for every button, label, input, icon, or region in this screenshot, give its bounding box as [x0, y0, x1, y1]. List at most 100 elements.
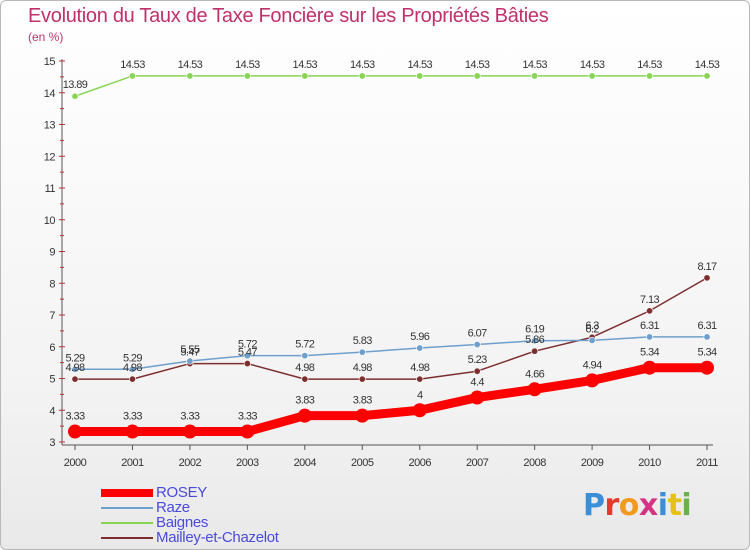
data-label-rosey: 3.83 — [295, 395, 314, 407]
data-point-rosey — [68, 424, 82, 439]
y-tick-label: 6 — [49, 342, 55, 354]
data-point-baignes — [588, 72, 596, 80]
data-point-raze — [186, 357, 194, 365]
data-label-rosey: 3.33 — [65, 411, 84, 423]
logo-letter: x — [638, 488, 658, 523]
data-label-baignes: 14.53 — [350, 59, 375, 71]
y-axis-unit: (en %) — [28, 30, 64, 44]
data-point-mailley-et-chazelot — [301, 375, 309, 383]
logo-letter: o — [618, 488, 640, 523]
x-tick-label: 2004 — [294, 457, 317, 469]
legend-swatch-mailley — [101, 537, 153, 539]
y-tick-label: 12 — [44, 151, 56, 163]
series-line-raze — [74, 336, 708, 371]
y-tick-label: 3 — [49, 437, 55, 449]
data-point-rosey — [585, 373, 600, 388]
data-label-mailley-et-chazelot: 4.98 — [410, 362, 429, 374]
data-label-raze: 6.2 — [585, 323, 599, 335]
data-point-baignes — [703, 72, 711, 80]
data-point-raze — [358, 348, 366, 356]
data-point-mailley-et-chazelot — [243, 360, 251, 368]
data-label-mailley-et-chazelot: 5.47 — [180, 347, 199, 359]
data-point-rosey — [470, 390, 485, 405]
data-label-baignes: 13.89 — [63, 79, 88, 91]
data-point-rosey — [182, 424, 197, 439]
data-label-mailley-et-chazelot: 6.3 — [585, 320, 599, 332]
data-label-baignes: 14.53 — [465, 59, 490, 71]
data-point-baignes — [531, 72, 539, 80]
data-label-raze: 5.96 — [410, 331, 429, 343]
data-point-raze — [473, 341, 481, 349]
data-point-mailley-et-chazelot — [531, 347, 539, 355]
data-point-rosey — [527, 382, 542, 397]
legend-swatch-baignes — [101, 522, 153, 524]
data-label-mailley-et-chazelot: 4.98 — [295, 362, 314, 374]
x-tick-label: 2003 — [236, 457, 259, 469]
data-point-mailley-et-chazelot — [128, 375, 136, 383]
data-label-raze: 5.72 — [295, 339, 314, 351]
x-tick-label: 2011 — [696, 457, 718, 469]
data-label-baignes: 14.53 — [407, 59, 432, 71]
data-point-mailley-et-chazelot — [416, 375, 424, 383]
logo-letter: i — [657, 488, 668, 523]
data-label-raze: 6.07 — [468, 328, 487, 340]
data-label-baignes: 14.53 — [235, 59, 260, 71]
data-point-baignes — [473, 72, 481, 80]
data-point-raze — [416, 344, 424, 352]
data-label-raze: 5.29 — [123, 352, 142, 364]
x-tick-label: 2008 — [523, 457, 546, 469]
data-label-rosey: 3.83 — [353, 395, 372, 407]
x-tick-label: 2005 — [351, 457, 374, 469]
data-point-raze — [128, 365, 136, 373]
data-point-baignes — [301, 72, 309, 80]
legend-label-raze: Raze — [156, 499, 190, 516]
data-point-mailley-et-chazelot — [71, 375, 79, 383]
data-label-baignes: 14.53 — [178, 59, 203, 71]
data-point-raze — [531, 337, 539, 345]
data-point-raze — [588, 336, 596, 344]
data-label-raze: 6.19 — [525, 324, 544, 336]
y-tick-label: 10 — [44, 215, 56, 227]
data-point-rosey — [297, 408, 312, 423]
data-point-rosey — [355, 408, 370, 423]
proxiti-logo: Proxiti — [583, 488, 692, 523]
data-label-rosey: 4.4 — [470, 377, 484, 389]
data-label-rosey: 3.33 — [180, 411, 199, 423]
data-point-raze — [243, 352, 251, 360]
data-point-baignes — [416, 72, 424, 80]
series-line-mailley-et-chazelot — [74, 277, 708, 380]
y-tick-label: 15 — [44, 56, 56, 68]
y-tick-label: 8 — [49, 278, 55, 290]
data-point-mailley-et-chazelot — [473, 367, 481, 375]
x-tick-label: 2007 — [466, 457, 489, 469]
y-tick-label: 11 — [45, 183, 56, 195]
legend-label-rosey: ROSEY — [156, 484, 208, 501]
data-label-baignes: 14.53 — [637, 59, 662, 71]
data-label-baignes: 14.53 — [293, 59, 318, 71]
x-tick-label: 2001 — [121, 457, 144, 469]
data-point-rosey — [412, 403, 427, 418]
data-point-baignes — [358, 72, 366, 80]
y-tick-label: 9 — [49, 247, 55, 259]
legend-label-mailley: Mailley-et-Chazelot — [156, 529, 279, 546]
data-point-mailley-et-chazelot — [358, 375, 366, 383]
data-label-mailley-et-chazelot: 8.17 — [697, 261, 716, 273]
data-label-raze: 5.55 — [180, 344, 199, 356]
data-label-mailley-et-chazelot: 4.98 — [123, 362, 142, 374]
chart-title: Evolution du Taux de Taxe Foncière sur l… — [28, 5, 549, 27]
data-point-baignes — [71, 92, 79, 100]
data-label-rosey: 5.34 — [640, 347, 659, 359]
data-label-baignes: 14.53 — [522, 59, 547, 71]
legend-label-baignes: Baignes — [156, 514, 209, 531]
x-tick-label: 2010 — [638, 457, 661, 469]
data-point-rosey — [240, 424, 255, 439]
logo-letter: i — [681, 488, 692, 523]
data-label-baignes: 14.53 — [580, 59, 605, 71]
data-point-raze — [646, 333, 654, 341]
data-point-raze — [703, 333, 711, 341]
logo-letter: P — [583, 488, 605, 523]
logo-letter: r — [604, 488, 620, 523]
y-tick-label: 5 — [49, 374, 55, 386]
